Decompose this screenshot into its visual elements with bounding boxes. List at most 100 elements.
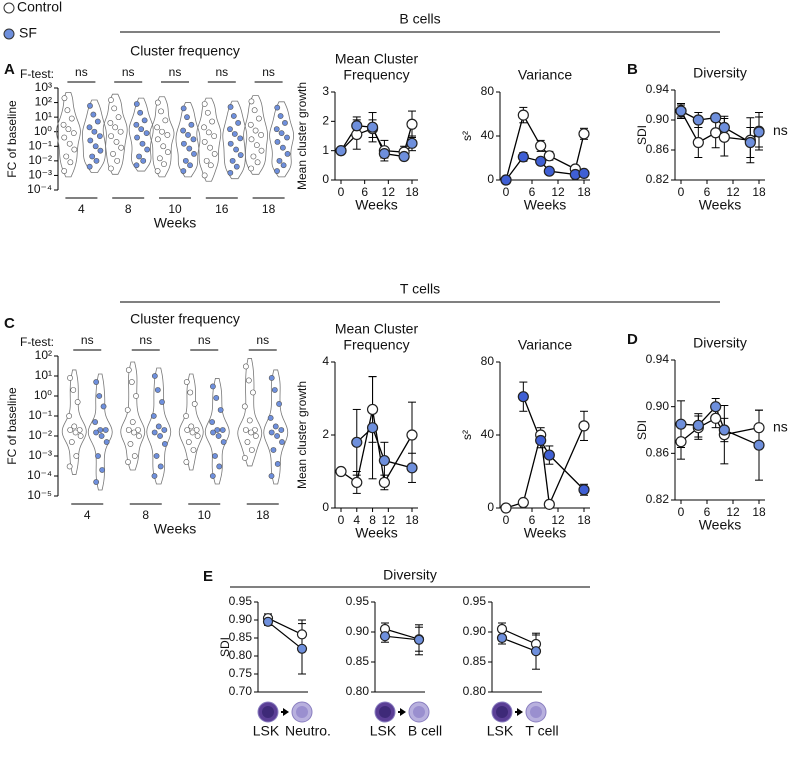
annotation: ns	[81, 333, 94, 347]
data-point	[107, 120, 114, 126]
data-point	[102, 427, 109, 433]
data-point	[89, 153, 96, 160]
data-point	[159, 399, 165, 405]
chart-title: Frequency	[343, 337, 409, 353]
data-point	[137, 109, 144, 116]
y-tick-label: 40	[481, 128, 495, 142]
legend-swatch	[3, 28, 15, 40]
y-tick-label: 10²	[35, 348, 52, 362]
data-point	[94, 118, 101, 125]
data-point	[578, 484, 590, 496]
y-tick-label: 0.95	[463, 594, 487, 608]
data-point	[70, 130, 77, 137]
data-point	[66, 413, 72, 419]
data-point	[233, 146, 239, 153]
data-point	[161, 161, 167, 167]
data-point	[114, 157, 121, 164]
y-axis-label: s²	[460, 131, 474, 141]
y-tick-label: 0.75	[229, 666, 253, 680]
x-tick-label: 16	[215, 202, 229, 216]
data-point	[125, 367, 132, 373]
data-point	[92, 143, 99, 150]
data-point	[242, 455, 248, 461]
data-point	[274, 104, 281, 111]
x-axis-label: Weeks	[154, 215, 197, 231]
data-point	[335, 145, 347, 157]
cell-nucleus	[262, 706, 274, 718]
data-point	[379, 631, 391, 642]
data-point	[231, 131, 238, 137]
x-tick-label: 4	[78, 202, 85, 216]
data-point	[378, 476, 390, 489]
y-axis-label: FC of baseline	[5, 387, 19, 465]
cell-nucleus	[413, 706, 425, 718]
data-point	[86, 163, 93, 170]
chart-title: Mean Cluster	[335, 51, 419, 67]
x-tick-label: 12	[551, 185, 565, 199]
x-tick-label: B cell	[408, 723, 442, 739]
data-point	[270, 447, 277, 453]
data-point	[692, 136, 704, 149]
arrow-head	[517, 708, 523, 716]
data-point	[718, 424, 730, 436]
data-point	[692, 419, 704, 431]
y-tick-label: 10⁻⁴	[27, 182, 52, 196]
data-point	[184, 114, 190, 121]
data-point	[274, 168, 280, 174]
data-point	[366, 422, 379, 434]
data-point	[279, 439, 285, 445]
panel-label: A	[4, 61, 15, 78]
data-point	[164, 132, 171, 138]
data-point	[296, 629, 308, 640]
data-point	[241, 403, 248, 410]
x-tick-label: LSK	[487, 723, 514, 739]
x-tick-label: 8	[369, 513, 376, 527]
data-point	[93, 479, 100, 485]
data-point	[284, 151, 291, 157]
data-point	[143, 130, 150, 137]
data-point	[267, 415, 274, 421]
data-point	[256, 115, 262, 122]
data-point	[276, 401, 282, 407]
data-point	[141, 117, 148, 124]
series-line	[384, 635, 420, 641]
x-tick-label: 6	[704, 505, 711, 519]
y-tick-label: 1	[322, 143, 329, 157]
data-point	[277, 113, 284, 119]
data-point	[710, 127, 722, 139]
data-point	[103, 439, 110, 445]
data-point	[133, 393, 139, 399]
data-point	[278, 427, 285, 433]
data-point	[351, 120, 363, 132]
data-point	[95, 453, 101, 459]
data-point	[67, 427, 74, 433]
x-tick-label: 18	[752, 505, 766, 519]
data-point	[274, 138, 281, 145]
data-point	[282, 120, 288, 126]
data-point	[191, 151, 197, 157]
data-point	[133, 162, 140, 169]
data-point	[280, 162, 287, 169]
data-point	[258, 147, 265, 154]
data-point	[67, 159, 74, 166]
series-line	[340, 409, 413, 485]
violin-outline	[102, 93, 128, 175]
y-axis-label: SDI	[635, 125, 649, 145]
y-tick-label: 10⁻¹	[28, 138, 52, 152]
data-point	[154, 99, 161, 106]
x-tick-label: 6	[704, 185, 711, 199]
x-tick-label: 0	[503, 513, 510, 527]
series-line	[356, 426, 413, 469]
data-point	[182, 157, 189, 164]
x-tick-label: 10	[198, 508, 212, 522]
x-axis-label: Weeks	[699, 197, 742, 213]
x-tick-label: 12	[551, 513, 565, 527]
data-point	[496, 632, 508, 644]
data-point	[164, 149, 171, 155]
annotation: ns	[773, 418, 788, 434]
data-point	[157, 433, 163, 439]
data-point	[65, 126, 72, 133]
data-point	[252, 433, 259, 439]
data-point	[131, 429, 137, 436]
data-point	[406, 429, 418, 441]
